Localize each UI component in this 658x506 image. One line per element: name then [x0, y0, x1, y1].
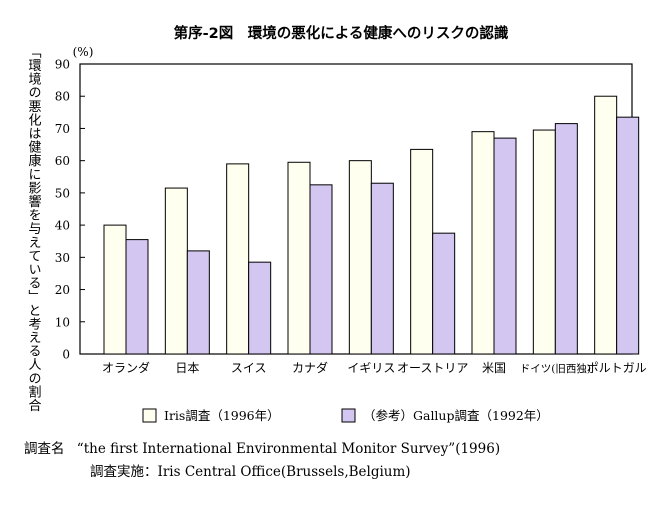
bar-iris — [410, 148, 434, 355]
y-tick-label: 10 — [55, 315, 70, 329]
y-axis: 0 10 20 30 40 50 60 70 80 90 — [55, 58, 85, 362]
bar-gallup — [493, 137, 517, 355]
survey-organization: 調査実施：Iris Central Office(Brussels,Belgiu… — [90, 464, 411, 480]
survey-name-label: 調査名 — [24, 441, 65, 457]
y-tick-label: 80 — [55, 90, 70, 104]
x-tick-label: ポルトガル — [587, 361, 647, 375]
y-tick-label: 30 — [55, 251, 70, 265]
bar-iris — [287, 161, 311, 355]
x-tick-label: オーストリア — [397, 361, 468, 375]
survey-name: “the first International Environmental M… — [76, 441, 501, 457]
y-unit-label: (%) — [73, 45, 94, 59]
bar-iris — [164, 187, 188, 355]
x-axis: オランダ 日本 スイス カナダ イギリス オーストリア 米国 ドイツ(旧西独)ポルトガル — [102, 360, 647, 375]
y-tick-label: 40 — [55, 219, 70, 233]
y-tick-label: 70 — [55, 122, 70, 136]
y-axis-title: 「環境の悪化は健康に影響を与えている」と考える人の割合 — [26, 45, 42, 412]
legend-label: Iris調査（1996年） — [164, 408, 280, 423]
bar-gallup — [432, 232, 456, 355]
bar-gallup — [370, 182, 394, 355]
x-tick-label: オランダ — [102, 360, 150, 375]
bar-iris — [532, 129, 556, 355]
x-tick-label: スイス — [231, 361, 267, 375]
legend-label: （参考）Gallup調査（1992年） — [363, 408, 549, 423]
legend-swatch — [142, 408, 157, 423]
x-tick-label: イギリス — [347, 361, 395, 375]
chart-title: 第序-2図 環境の悪化による健康へのリスクの認識 — [174, 24, 509, 42]
x-tick-label: 日本 — [175, 361, 199, 375]
x-tick-label: ドイツ(旧西独) — [520, 362, 591, 375]
y-tick-label: 20 — [55, 283, 70, 297]
bar-iris — [348, 160, 372, 355]
y-tick-label: 50 — [55, 186, 70, 200]
bar-iris — [471, 131, 495, 355]
bar-iris — [103, 224, 127, 355]
bar-gallup — [125, 239, 149, 355]
x-tick-label: 米国 — [482, 361, 506, 375]
bar-gallup — [309, 184, 333, 355]
bar-gallup — [554, 123, 578, 355]
bars — [103, 95, 640, 355]
bar-gallup — [186, 250, 210, 355]
y-tick-label: 60 — [55, 154, 70, 168]
y-tick-label: 90 — [55, 58, 70, 72]
bar-gallup — [616, 116, 640, 355]
bar-iris — [594, 95, 618, 355]
y-tick-label: 0 — [62, 348, 70, 362]
legend: Iris調査（1996年） （参考）Gallup調査（1992年） — [142, 408, 549, 423]
bar-iris — [226, 163, 250, 355]
x-tick-label: カナダ — [292, 360, 328, 375]
survey-name-line: 調査名 “the first International Environment… — [24, 437, 500, 457]
legend-swatch — [341, 408, 356, 423]
bar-gallup — [248, 261, 272, 355]
